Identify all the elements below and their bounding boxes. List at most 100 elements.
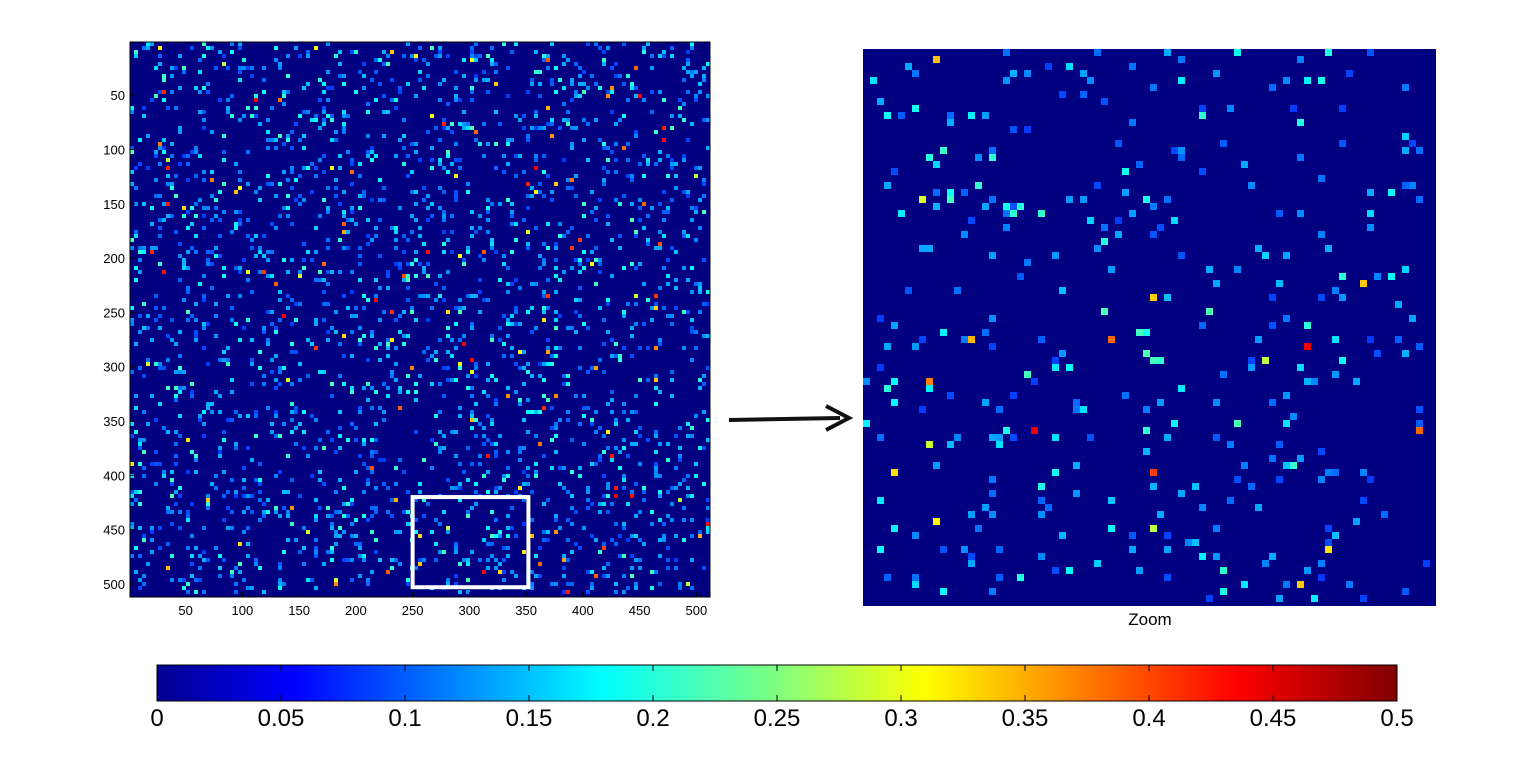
heatmap-cell [530,282,534,286]
heatmap-cell [989,147,996,154]
heatmap-cell [286,138,290,142]
main-y-tick-label: 150 [103,197,125,212]
heatmap-cell [602,434,606,438]
heatmap-cell [562,118,566,122]
main-y-tick-label: 50 [111,88,125,103]
heatmap-cell [678,454,682,458]
heatmap-cell [166,358,170,362]
heatmap-cell [222,358,226,362]
heatmap-cell [642,542,646,546]
heatmap-cell [884,112,891,119]
heatmap-cell [694,474,698,478]
heatmap-cell [602,502,606,506]
heatmap-cell [246,506,250,510]
heatmap-cell [170,478,174,482]
heatmap-cell [586,86,590,90]
heatmap-cell [406,154,410,158]
heatmap-cell [182,586,186,590]
heatmap-cell [1150,525,1157,532]
heatmap-cell [222,134,226,138]
heatmap-cell [574,126,578,130]
heatmap-cell [706,146,710,150]
heatmap-cell [682,310,686,314]
heatmap-cell [698,290,702,294]
heatmap-cell [554,258,558,262]
heatmap-cell [526,482,530,486]
heatmap-cell [254,410,258,414]
heatmap-cell [606,430,610,434]
heatmap-cell [702,118,706,122]
heatmap-cell [418,374,422,378]
heatmap-cell [546,350,550,354]
heatmap-cell [230,378,234,382]
heatmap-cell [222,54,226,58]
heatmap-cell [218,446,222,450]
heatmap-cell [278,98,282,102]
heatmap-cell [490,554,494,558]
heatmap-cell [210,130,214,134]
heatmap-cell [298,274,302,278]
heatmap-cell [178,54,182,58]
heatmap-cell [382,50,386,54]
heatmap-cell [502,42,506,46]
heatmap-cell [370,146,374,150]
heatmap-cell [270,182,274,186]
heatmap-cell [590,418,594,422]
heatmap-cell [490,246,494,250]
heatmap-cell [254,106,258,110]
heatmap-cell [262,514,266,518]
heatmap-cell [370,238,374,242]
heatmap-cell [362,438,366,442]
heatmap-cell [933,189,940,196]
heatmap-cell [290,170,294,174]
heatmap-cell [466,122,470,126]
heatmap-cell [286,90,290,94]
heatmap-cell [666,314,670,318]
heatmap-cell [286,490,290,494]
heatmap-cell [350,50,354,54]
zoom-arrow-shaft [728,416,841,422]
heatmap-cell [254,94,258,98]
heatmap-cell [322,106,326,110]
heatmap-cell [630,202,634,206]
heatmap-cell [374,294,378,298]
heatmap-cell [470,210,474,214]
heatmap-cell [694,210,698,214]
heatmap-cell [594,282,598,286]
heatmap-cell [150,246,154,250]
heatmap-cell [210,194,214,198]
heatmap-cell [578,262,582,266]
heatmap-cell [182,206,186,210]
heatmap-cell [590,262,594,266]
heatmap-cell [338,374,342,378]
heatmap-cell [150,206,154,210]
heatmap-cell [646,158,650,162]
heatmap-cell [630,442,634,446]
heatmap-cell [298,270,302,274]
heatmap-cell [1164,434,1171,441]
heatmap-cell [178,330,182,334]
colorbar-tick-label: 0.4 [1132,705,1165,732]
heatmap-cell [470,386,474,390]
heatmap-cell [206,262,210,266]
heatmap-cell [402,342,406,346]
heatmap-cell [170,510,174,514]
heatmap-cell [586,498,590,502]
heatmap-cell [186,210,190,214]
heatmap-cell [570,494,574,498]
heatmap-cell [398,530,402,534]
heatmap-cell [338,426,342,430]
heatmap-cell [330,138,334,142]
heatmap-cell [698,198,702,202]
heatmap-cell [474,74,478,78]
heatmap-cell [418,262,422,266]
heatmap-cell [246,586,250,590]
heatmap-cell [410,306,414,310]
heatmap-cell [690,266,694,270]
heatmap-cell [891,168,898,175]
heatmap-cell [1367,189,1374,196]
heatmap-cell [142,202,146,206]
heatmap-cell [454,190,458,194]
heatmap-cell [530,410,534,414]
heatmap-cell [654,470,658,474]
